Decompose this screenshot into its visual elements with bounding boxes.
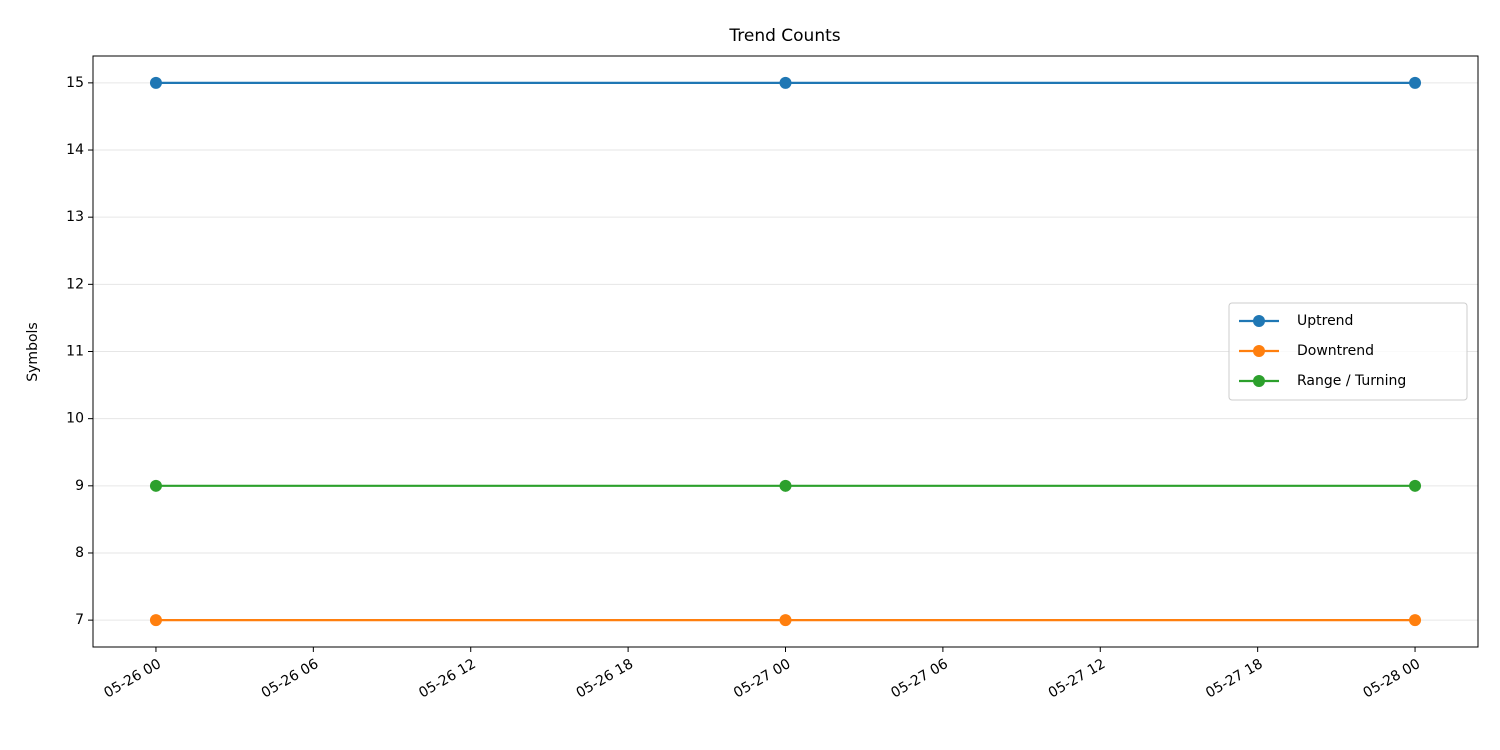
x-tick-label: 05-26 18 (574, 656, 637, 701)
marker (779, 614, 792, 627)
y-tick-label: 12 (66, 276, 84, 292)
y-tick-label: 8 (75, 545, 84, 561)
legend-box (1228, 302, 1468, 401)
legend-label: Downtrend (1297, 343, 1374, 359)
x-tick-label: 05-27 12 (1046, 656, 1109, 701)
marker (1409, 614, 1422, 627)
legend-label: Uptrend (1297, 313, 1353, 329)
x-tick-label: 05-27 00 (731, 656, 794, 701)
x-tick-label: 05-28 00 (1361, 656, 1424, 701)
y-tick-label: 11 (66, 344, 84, 360)
x-tick-label: 05-27 06 (888, 656, 951, 701)
y-tick-label: 7 (75, 612, 84, 628)
x-tick-label: 05-27 18 (1203, 656, 1266, 701)
y-tick-label: 13 (66, 209, 84, 225)
marker (149, 76, 162, 89)
chart-title: Trend Counts (728, 26, 840, 46)
x-tick-label: 05-26 06 (259, 656, 322, 701)
y-tick-label: 9 (75, 478, 84, 494)
plot-frame (92, 55, 1479, 648)
x-tick-label: 05-26 12 (416, 656, 479, 701)
x-tick-label: 05-26 00 (101, 656, 164, 701)
marker (1409, 76, 1422, 89)
y-tick-label: 10 (66, 411, 84, 427)
y-tick-label: 15 (66, 75, 84, 91)
marker (149, 614, 162, 627)
y-axis-label: Symbols (25, 322, 41, 381)
marker (779, 76, 792, 89)
legend-marker (1253, 375, 1265, 387)
marker (779, 479, 792, 492)
marker (149, 479, 162, 492)
y-tick-label: 14 (66, 142, 84, 158)
legend-marker (1253, 315, 1265, 327)
marker (1409, 479, 1422, 492)
legend-marker (1253, 345, 1265, 357)
legend-label: Range / Turning (1297, 373, 1406, 389)
